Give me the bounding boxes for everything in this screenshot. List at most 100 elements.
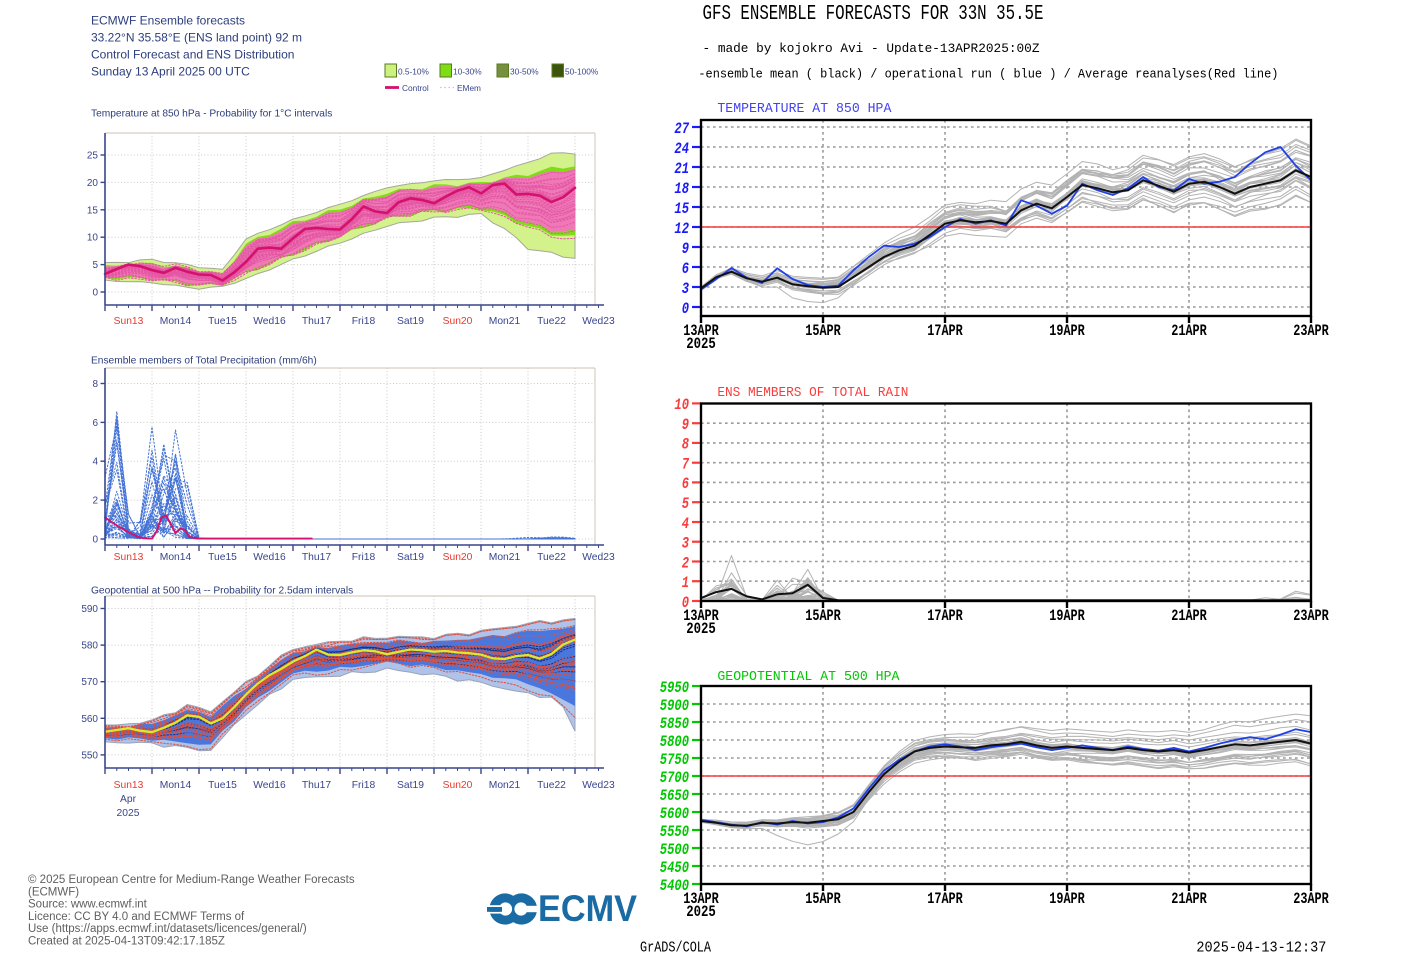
svg-text:15APR: 15APR <box>805 890 841 908</box>
svg-text:Control: Control <box>402 83 429 93</box>
svg-text:Licence: CC BY 4.0 and ECMWF T: Licence: CC BY 4.0 and ECMWF Terms of <box>28 911 245 923</box>
svg-text:Wed16: Wed16 <box>253 316 286 327</box>
svg-text:15: 15 <box>87 205 99 216</box>
svg-text:Fri18: Fri18 <box>352 552 376 563</box>
svg-text:5: 5 <box>92 260 98 271</box>
svg-text:15APR: 15APR <box>805 607 841 625</box>
svg-text:0: 0 <box>92 288 98 299</box>
svg-text:580: 580 <box>81 641 98 652</box>
svg-text:9: 9 <box>682 416 690 434</box>
svg-text:17APR: 17APR <box>927 607 963 625</box>
svg-text:21APR: 21APR <box>1171 607 1207 625</box>
svg-text:15APR: 15APR <box>805 322 841 340</box>
svg-text:GEOPOTENTIAL AT 500 HPA: GEOPOTENTIAL AT 500 HPA <box>717 669 900 685</box>
svg-text:8: 8 <box>92 379 98 390</box>
svg-text:Sat19: Sat19 <box>397 316 424 327</box>
svg-text:6: 6 <box>92 418 98 429</box>
svg-text:-ensemble mean ( black) / oper: -ensemble mean ( black) / operational ru… <box>698 67 1278 82</box>
svg-text:1: 1 <box>682 574 689 592</box>
svg-text:Geopotential at 500 hPa -- Pro: Geopotential at 500 hPa -- Probability f… <box>91 586 353 597</box>
svg-text:23APR: 23APR <box>1293 607 1329 625</box>
svg-text:ECMV: ECMV <box>538 888 637 929</box>
svg-text:2: 2 <box>682 554 690 572</box>
svg-text:550: 550 <box>81 750 98 761</box>
svg-text:Sunday 13 April 2025 00 UTC: Sunday 13 April 2025 00 UTC <box>91 64 250 78</box>
svg-text:Thu17: Thu17 <box>302 552 331 563</box>
svg-text:15: 15 <box>674 200 689 218</box>
svg-text:Sat19: Sat19 <box>397 552 424 563</box>
svg-text:GrADS/COLA: GrADS/COLA <box>640 940 711 957</box>
svg-text:Created at 2025-04-13T09:42:17: Created at 2025-04-13T09:42:17.185Z <box>28 936 225 948</box>
svg-text:5550: 5550 <box>660 823 690 841</box>
svg-text:Ensemble members of Total Prec: Ensemble members of Total Precipitation … <box>91 356 317 367</box>
svg-text:5700: 5700 <box>660 769 690 787</box>
svg-text:5950: 5950 <box>660 679 690 697</box>
svg-text:Sun13: Sun13 <box>114 316 144 327</box>
svg-text:18: 18 <box>674 180 689 198</box>
svg-text:19APR: 19APR <box>1049 322 1085 340</box>
svg-text:Mon21: Mon21 <box>489 552 521 563</box>
svg-text:- made by kojokro Avi - Update: - made by kojokro Avi - Update-13APR2025… <box>703 41 1040 56</box>
svg-text:2025: 2025 <box>686 335 716 353</box>
svg-text:10: 10 <box>674 396 689 414</box>
svg-text:17APR: 17APR <box>927 890 963 908</box>
svg-text:Mon14: Mon14 <box>160 316 192 327</box>
svg-text:Thu17: Thu17 <box>302 316 331 327</box>
svg-text:30-50%: 30-50% <box>510 67 539 77</box>
svg-text:© 2025 European Centre for Med: © 2025 European Centre for Medium-Range … <box>28 874 355 886</box>
svg-text:5600: 5600 <box>660 805 690 823</box>
svg-text:33.22°N 35.58°E (ENS land poin: 33.22°N 35.58°E (ENS land point) 92 m <box>91 31 302 45</box>
svg-text:6: 6 <box>682 260 690 278</box>
svg-text:Tue22: Tue22 <box>537 552 566 563</box>
svg-text:Tue15: Tue15 <box>208 316 237 327</box>
svg-text:Sun13: Sun13 <box>114 780 144 791</box>
svg-text:Tue22: Tue22 <box>537 316 566 327</box>
svg-text:0: 0 <box>92 535 98 546</box>
svg-text:0: 0 <box>682 594 690 612</box>
svg-text:Tue15: Tue15 <box>208 780 237 791</box>
svg-text:27: 27 <box>674 120 689 138</box>
svg-text:Sat19: Sat19 <box>397 780 424 791</box>
svg-text:2: 2 <box>92 496 98 507</box>
svg-text:Tue15: Tue15 <box>208 552 237 563</box>
svg-text:EMem: EMem <box>457 83 481 93</box>
svg-text:5650: 5650 <box>660 787 690 805</box>
svg-text:3: 3 <box>682 280 690 298</box>
svg-text:5500: 5500 <box>660 841 690 859</box>
svg-text:9: 9 <box>682 240 690 258</box>
svg-text:2025: 2025 <box>686 903 716 921</box>
svg-text:Fri18: Fri18 <box>352 780 376 791</box>
svg-text:Mon21: Mon21 <box>489 316 521 327</box>
svg-text:Fri18: Fri18 <box>352 316 376 327</box>
svg-text:5800: 5800 <box>660 733 690 751</box>
svg-text:Wed23: Wed23 <box>582 316 615 327</box>
svg-text:3: 3 <box>682 535 690 553</box>
svg-text:7: 7 <box>682 456 690 474</box>
svg-text:5850: 5850 <box>660 715 690 733</box>
svg-text:21: 21 <box>674 160 689 178</box>
svg-text:GFS ENSEMBLE FORECASTS FOR 33N: GFS ENSEMBLE FORECASTS FOR 33N 35.5E <box>703 3 1044 26</box>
svg-text:0: 0 <box>682 300 690 318</box>
svg-text:Apr: Apr <box>120 794 137 805</box>
svg-text:Wed16: Wed16 <box>253 780 286 791</box>
svg-text:5750: 5750 <box>660 751 690 769</box>
svg-text:2025: 2025 <box>117 808 140 819</box>
svg-text:Wed23: Wed23 <box>582 780 615 791</box>
svg-text:570: 570 <box>81 677 98 688</box>
svg-text:5900: 5900 <box>660 697 690 715</box>
svg-text:Sun20: Sun20 <box>443 552 473 563</box>
svg-text:Temperature at 850 hPa - Proba: Temperature at 850 hPa - Probability for… <box>91 109 332 120</box>
svg-text:Sun13: Sun13 <box>114 552 144 563</box>
svg-text:4: 4 <box>682 515 690 533</box>
svg-text:12: 12 <box>674 220 689 238</box>
svg-text:13APR: 13APR <box>683 322 719 340</box>
svg-text:5400: 5400 <box>660 877 690 895</box>
svg-text:20: 20 <box>87 178 99 189</box>
svg-text:24: 24 <box>674 140 689 158</box>
svg-text:25: 25 <box>87 151 99 162</box>
svg-text:Tue22: Tue22 <box>537 780 566 791</box>
svg-text:23APR: 23APR <box>1293 890 1329 908</box>
svg-text:Mon21: Mon21 <box>489 780 521 791</box>
svg-text:Thu17: Thu17 <box>302 780 331 791</box>
svg-text:23APR: 23APR <box>1293 322 1329 340</box>
